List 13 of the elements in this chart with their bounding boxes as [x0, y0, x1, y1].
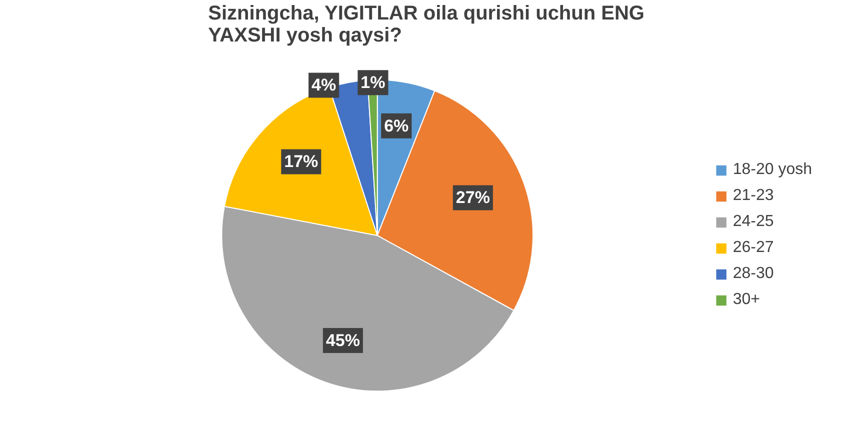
data-label: 1%	[360, 73, 386, 92]
data-label: 17%	[284, 152, 318, 172]
data-label: 27%	[456, 188, 490, 208]
legend-label: 26-27	[732, 239, 774, 257]
chart-title: Sizningcha, YIGITLAR oila qurishi uchun ENG YAXSHI yosh qaysi?	[208, 2, 644, 46]
data-label: 6%	[384, 116, 409, 136]
legend-label: 24-25	[732, 213, 774, 231]
legend-label: 30+	[732, 291, 760, 309]
data-label: 4%	[312, 76, 336, 95]
legend-label: 21-23	[732, 187, 774, 205]
legend-label: 18-20 yosh	[732, 161, 812, 179]
legend-label: 28-30	[732, 265, 774, 283]
data-label: 45%	[326, 331, 360, 350]
